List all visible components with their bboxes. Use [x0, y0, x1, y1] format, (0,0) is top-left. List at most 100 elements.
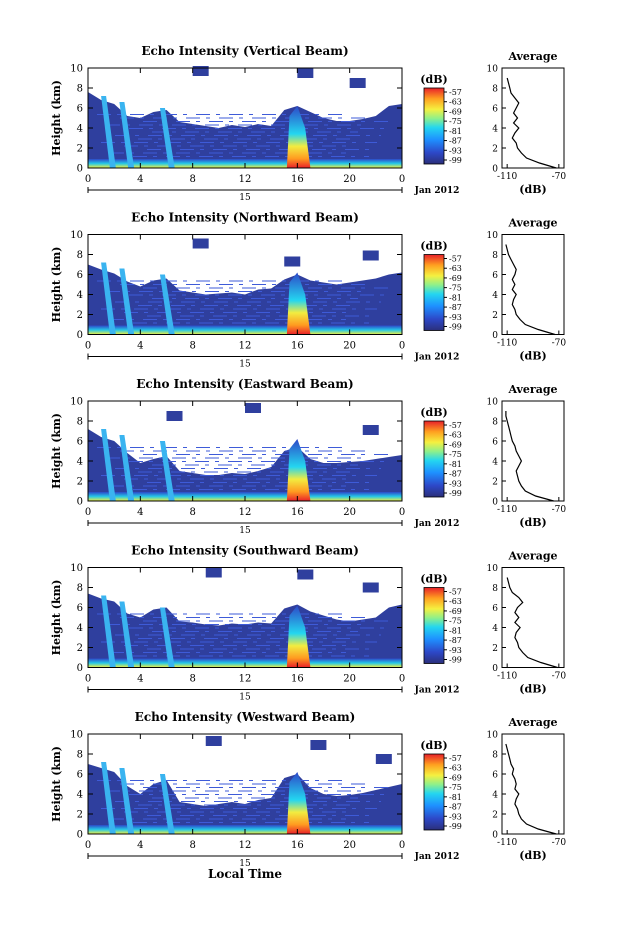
average-title: Average	[507, 217, 557, 230]
precip-streak	[159, 108, 175, 168]
upper-echo-patch	[310, 740, 327, 750]
x-tick-label: 12	[239, 174, 252, 185]
day-label: 15	[239, 193, 251, 203]
y-tick-label: 0	[77, 164, 83, 175]
avg-y-tick-label: 10	[487, 731, 499, 741]
upper-echo-patch	[297, 68, 314, 78]
colorbar-tick-label: -63	[449, 264, 462, 273]
average-profile: Average 0 2 4 6 8 10 -110 -70 (dB)	[487, 217, 567, 363]
x-tick-label: 16	[291, 341, 304, 352]
colorbar-tick-label: -99	[449, 156, 462, 165]
avg-profile-line	[505, 411, 554, 502]
date-label: Jan 2012	[414, 686, 460, 696]
convective-core	[286, 772, 311, 834]
avg-y-tick-label: 8	[492, 418, 498, 428]
x-tick-label: 20	[343, 840, 356, 851]
average-title: Average	[507, 716, 557, 729]
y-tick-label: 6	[77, 603, 83, 614]
y-tick-label: 6	[77, 104, 83, 115]
date-label: Jan 2012	[414, 519, 460, 529]
colorbar-tick-label: -93	[449, 479, 462, 488]
colorbar-tick-label: -57	[449, 255, 462, 264]
y-tick-label: 2	[77, 643, 83, 654]
y-tick-label: 10	[70, 730, 83, 741]
upper-echo-patch	[245, 403, 261, 413]
colorbar-tick-label: -63	[449, 431, 462, 440]
colorbar-tick-label: -87	[449, 137, 462, 146]
colorbar-tick-label: -63	[449, 597, 462, 606]
avg-profile-line	[505, 743, 557, 835]
x-tick-label: 4	[137, 507, 143, 518]
colorbar-tick-label: -81	[449, 460, 462, 469]
local-time-label-group: Local Time	[208, 867, 282, 881]
avg-profile-line	[506, 577, 558, 669]
avg-x-label: (dB)	[519, 350, 546, 363]
convective-core	[286, 106, 311, 168]
colorbar-tick-label: -99	[449, 323, 462, 332]
y-tick-label: 2	[77, 144, 83, 155]
y-tick-label: 10	[70, 64, 83, 75]
average-profile: Average 0 2 4 6 8 10 -110 -70 (dB)	[487, 550, 567, 696]
average-title: Average	[507, 50, 557, 63]
avg-y-tick-label: 6	[492, 771, 498, 781]
upper-echo-patch	[375, 754, 392, 764]
colorbar-label: (dB)	[420, 573, 447, 586]
avg-x-tick-label: -110	[497, 838, 517, 848]
precip-streak	[101, 429, 116, 501]
x-tick-label: 0	[85, 341, 91, 352]
upper-echo-patch	[297, 569, 314, 580]
x-tick-label: 16	[291, 840, 304, 851]
convective-core	[286, 605, 311, 668]
upper-echo-patch	[205, 736, 222, 746]
avg-y-tick-label: 8	[492, 751, 498, 761]
upper-echo-patch	[349, 78, 366, 88]
colorbar-tick-label: -75	[449, 284, 462, 293]
colorbar-tick-label: -99	[449, 656, 462, 665]
avg-y-tick-label: 2	[492, 145, 498, 155]
y-tick-label: 2	[77, 477, 83, 488]
x-tick-label: 8	[189, 174, 195, 185]
avg-y-tick-label: 4	[492, 624, 498, 634]
precip-streak	[101, 595, 116, 668]
average-frame	[501, 67, 565, 169]
upper-echo-patch	[192, 66, 209, 76]
avg-x-tick-label: -110	[497, 672, 517, 682]
colorbar-tick-label: -75	[449, 450, 462, 459]
colorbar-tick-label: -93	[449, 812, 462, 821]
precip-streak	[119, 268, 135, 335]
colorbar-tick-label: -57	[449, 88, 462, 97]
upper-echo-patch	[166, 411, 183, 421]
colorbar-tick-label: -93	[449, 646, 462, 655]
y-tick-label: 4	[77, 457, 83, 468]
avg-y-tick-label: 6	[492, 105, 498, 115]
avg-x-tick-label: -110	[497, 339, 517, 349]
avg-y-tick-label: 0	[492, 664, 498, 674]
x-tick-label: 4	[137, 174, 143, 185]
panel-title: Echo Intensity (Northward Beam)	[131, 211, 359, 225]
panel-title: Echo Intensity (Westward Beam)	[135, 710, 356, 724]
y-tick-label: 4	[77, 623, 83, 634]
avg-y-tick-label: 10	[487, 564, 499, 574]
avg-y-tick-label: 10	[487, 65, 499, 75]
x-tick-label: 8	[189, 674, 195, 685]
avg-y-tick-label: 4	[492, 125, 498, 135]
echo-panel-3: Echo Intensity (Southward Beam) 0 2 4 6 8 10 He…	[50, 544, 566, 703]
y-tick-label: 4	[77, 290, 83, 301]
y-tick-label: 4	[77, 124, 83, 135]
avg-profile-line	[505, 244, 556, 336]
avg-y-tick-label: 6	[492, 604, 498, 614]
x-tick-label: 0	[85, 840, 91, 851]
precip-streak	[119, 768, 135, 834]
avg-y-tick-label: 6	[492, 438, 498, 448]
y-tick-label: 8	[77, 750, 83, 761]
avg-x-tick-label: -70	[552, 838, 567, 848]
y-tick-label: 6	[77, 437, 83, 448]
upper-echo-patch	[362, 250, 379, 261]
average-frame	[501, 400, 565, 502]
x-tick-label: 4	[137, 840, 143, 851]
avg-y-tick-label: 2	[492, 478, 498, 488]
echo-panel-2: Echo Intensity (Eastward Beam) 0 2 4 6 8 10 Hei…	[50, 377, 566, 536]
avg-profile-line	[506, 77, 557, 169]
colorbar-tick-label: -81	[449, 793, 462, 802]
